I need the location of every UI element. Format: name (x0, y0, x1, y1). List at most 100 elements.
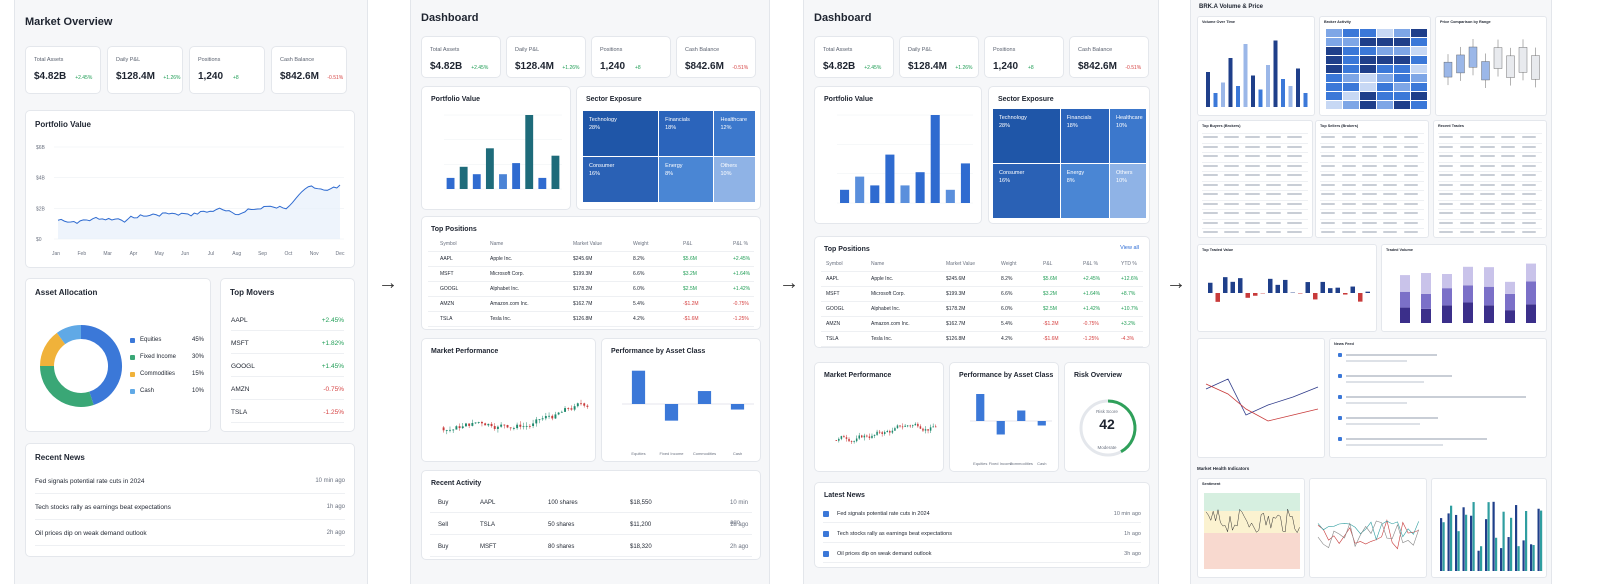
cell-text (1501, 155, 1516, 157)
candle-body (934, 426, 937, 428)
stacked-bar (1505, 293, 1515, 311)
cell-text (1203, 212, 1218, 214)
kpi-label: Total Assets (34, 57, 64, 63)
cell-text (1362, 221, 1377, 224)
cell-text (1521, 193, 1537, 195)
treemap-cell: Financials 18% (659, 111, 714, 156)
candle-body (564, 408, 566, 412)
row-divider (1438, 161, 1542, 163)
cell-text (1266, 155, 1281, 157)
cell-text (1439, 212, 1454, 214)
cell-text (1383, 136, 1398, 138)
candle-body (477, 421, 480, 423)
bar (1522, 540, 1525, 571)
sector-name: Others (1116, 170, 1133, 176)
news-line (1346, 423, 1420, 425)
news-item[interactable]: Fed signals potential rate cuts in 2024 1… (35, 470, 345, 494)
heat-cell (1326, 101, 1342, 109)
row-divider (1438, 228, 1542, 229)
activity-row: Sell TSLA 50 shares $11,200 1h ago (430, 515, 752, 535)
table-header: Symbol Name Market Value Weight P&L P&L % YTD … (821, 257, 1143, 272)
cell-text (1501, 231, 1516, 233)
heat-cell (1394, 38, 1410, 46)
mini-chart (1440, 501, 1543, 571)
sector-exposure-card: Sector Exposure Technology 28% Financials 1… (576, 86, 761, 210)
news-item[interactable]: Fed signals potential rate cuts in 2024 1… (823, 505, 1141, 523)
activity-cell: 100 shares (548, 500, 578, 506)
table-cell: +2.45% (733, 256, 751, 262)
risk-gauge (1079, 399, 1137, 457)
candle-body (899, 425, 901, 427)
activity-row: Buy AAPL 100 shares $18,550 10 min ago (430, 493, 752, 526)
mini-chart (1208, 277, 1370, 302)
news-item[interactable]: Tech stocks rally as earnings beat expec… (823, 525, 1141, 543)
sector-name: Healthcare (1116, 115, 1143, 121)
heat-cell (1394, 101, 1410, 109)
kpi-card: Daily P&L $128.4M +1.26% (107, 46, 183, 94)
activity-cell: $11,200 (630, 522, 652, 528)
donut-slice (80, 325, 122, 405)
table-cell: -$1.2M (683, 301, 699, 307)
card-title: Risk Overview (1074, 372, 1122, 379)
table-cell: MSFT (440, 271, 454, 277)
cell-text (1341, 221, 1356, 224)
cell-text (1266, 136, 1281, 138)
candle-body (480, 421, 483, 424)
stacked-bar (1442, 273, 1452, 289)
cell-text (1362, 164, 1377, 167)
category-label: Fixed Income (659, 451, 684, 456)
news-time: 10 min ago (315, 478, 345, 484)
mini-card-title: Top Sellers (Brokers) (1320, 124, 1359, 128)
cell-text (1403, 155, 1419, 157)
heat-cell (1326, 47, 1342, 55)
sector-name: Energy (665, 163, 683, 169)
bar (1447, 513, 1450, 571)
kpi-card: Total Assets $4.82B +2.45% (25, 46, 101, 94)
cell-text (1224, 174, 1239, 176)
news-item[interactable]: Tech stocks rally as earnings beat expec… (35, 496, 345, 520)
kpi-change: +2.45% (75, 75, 93, 81)
cell-text (1321, 183, 1336, 186)
x-tick-label: May (155, 251, 165, 257)
cell-text (1245, 212, 1260, 214)
bar (945, 189, 955, 203)
news-item[interactable]: Oil prices dip on weak demand outlook 3h … (823, 545, 1141, 563)
candle-body (912, 425, 914, 427)
kpi-label: Daily P&L (515, 47, 540, 53)
news-item[interactable]: Oil prices dip on weak demand outlook 2h … (35, 522, 345, 546)
candle-body (458, 426, 461, 429)
activity-cell: 2h ago (730, 544, 749, 550)
candle-body (465, 423, 467, 427)
heat-cell (1343, 47, 1359, 55)
table-cell: $162.7M (573, 301, 593, 307)
heat-cell (1411, 83, 1427, 91)
row-divider (1320, 180, 1424, 182)
bar (1462, 507, 1465, 571)
candle-body (840, 436, 843, 439)
heat-cell (1411, 74, 1427, 82)
row-divider (1320, 199, 1424, 201)
candle-body (471, 422, 474, 426)
category-label: Cash (733, 451, 742, 456)
cell-text (1521, 136, 1537, 138)
row-divider (1320, 171, 1424, 172)
stacked-bar (1463, 302, 1473, 323)
top-sellers-card: Top Sellers (Brokers) (1315, 120, 1429, 238)
mini-card-title: Top Traded Value (1202, 248, 1234, 252)
bar (1477, 550, 1480, 571)
view-all-link[interactable]: View all (1120, 245, 1139, 251)
row-divider (1320, 228, 1424, 229)
candle-body (516, 424, 519, 429)
row-divider (1202, 190, 1308, 191)
bar (446, 177, 455, 189)
treemap-cell: Healthcare 10% (1110, 109, 1146, 163)
mover-symbol: MSFT (231, 340, 249, 347)
heat-cell (1411, 65, 1427, 73)
kpi-value: 1,240 (993, 61, 1019, 72)
treemap-cell: Healthcare 12% (714, 111, 755, 156)
gauge-fill (1107, 399, 1137, 453)
cell-text (1362, 136, 1377, 138)
cell-text (1459, 183, 1474, 186)
table-cell: 4.2% (1001, 336, 1013, 342)
cell-text (1266, 174, 1281, 176)
